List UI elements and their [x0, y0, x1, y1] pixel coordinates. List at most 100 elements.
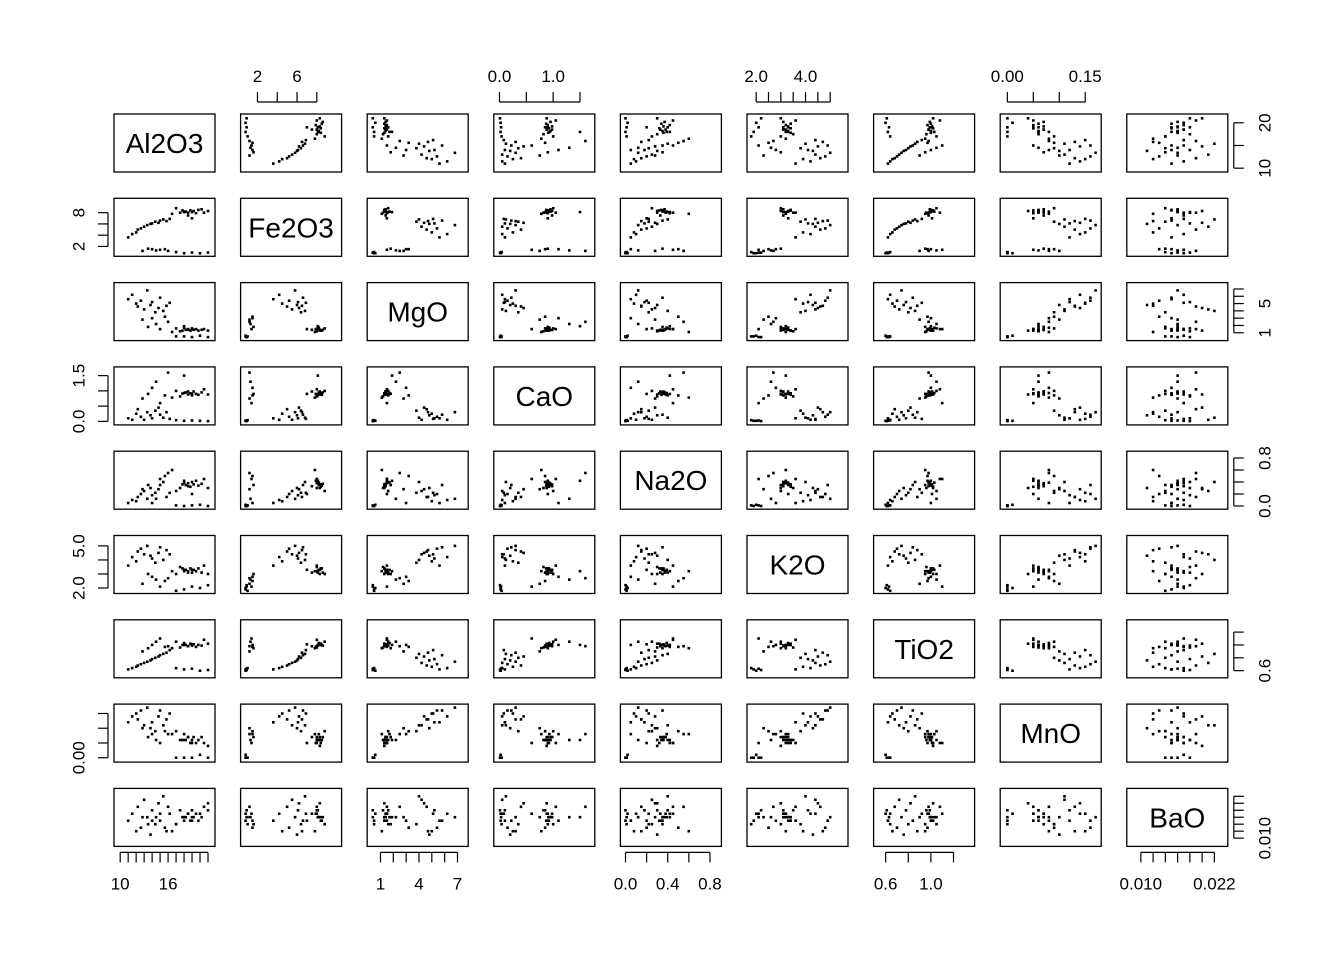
data-point-25 — [190, 480, 194, 484]
data-point-5 — [650, 308, 654, 311]
data-point-15 — [251, 386, 254, 390]
data-point-0 — [503, 819, 507, 822]
data-point-5 — [420, 153, 423, 156]
data-point-33 — [794, 119, 797, 122]
data-point-27 — [668, 812, 672, 815]
data-point-8 — [1068, 417, 1071, 420]
data-point-35 — [1200, 117, 1204, 120]
data-point-14 — [647, 712, 650, 715]
data-point-38 — [550, 644, 554, 648]
data-point-38 — [550, 128, 554, 131]
data-point-28 — [1037, 819, 1040, 822]
data-point-2 — [1083, 560, 1087, 563]
data-point-34 — [687, 569, 691, 573]
data-point-30 — [655, 738, 659, 742]
data-point-35 — [318, 744, 322, 748]
panel-MnO-vs-MnO: MnO — [999, 703, 1102, 763]
data-point-40 — [752, 419, 755, 423]
data-point-38 — [384, 128, 387, 131]
data-point-25 — [386, 394, 390, 397]
data-point-39 — [662, 567, 665, 570]
data-point-21 — [927, 471, 930, 475]
data-point-37 — [385, 741, 389, 745]
data-point-30 — [542, 738, 545, 742]
data-point-30 — [791, 486, 795, 490]
panel-frame — [872, 281, 976, 342]
data-point-24 — [931, 567, 935, 570]
data-point-42 — [884, 586, 887, 590]
data-point-0 — [886, 721, 890, 724]
data-point-14 — [1083, 301, 1087, 305]
data-point-20 — [251, 579, 254, 583]
data-point-30 — [1188, 565, 1192, 569]
data-point-20 — [767, 247, 770, 251]
data-point-41 — [757, 126, 760, 129]
data-point-21 — [398, 249, 401, 253]
data-point-17 — [546, 646, 550, 650]
data-point-6 — [1094, 815, 1097, 819]
data-point-28 — [789, 122, 792, 125]
data-point-21 — [772, 471, 775, 475]
data-point-17 — [1164, 247, 1167, 250]
data-point-16 — [154, 578, 158, 581]
data-point-11 — [911, 296, 915, 299]
data-point-12 — [1213, 652, 1216, 656]
data-point-19 — [530, 812, 533, 815]
data-point-19 — [1182, 401, 1185, 405]
data-point-9 — [1052, 491, 1056, 495]
data-point-14 — [1083, 417, 1087, 421]
data-point-1 — [634, 715, 638, 718]
data-point-37 — [930, 126, 934, 129]
data-point-10 — [1200, 306, 1204, 310]
data-point-6 — [636, 544, 640, 548]
data-point-1 — [888, 160, 892, 163]
data-point-35 — [931, 486, 935, 490]
data-point-5 — [500, 225, 504, 228]
data-point-28 — [197, 393, 200, 397]
data-point-27 — [926, 392, 929, 396]
data-point-25 — [543, 809, 547, 812]
data-point-21 — [772, 644, 775, 648]
data-point-11 — [911, 709, 915, 712]
data-point-12 — [1063, 652, 1066, 656]
data-point-0 — [503, 501, 507, 505]
panel-frame — [619, 450, 723, 510]
data-point-0 — [126, 819, 130, 822]
data-point-18 — [402, 815, 405, 819]
data-point-27 — [194, 741, 198, 745]
data-point-41 — [499, 815, 503, 819]
data-point-7 — [655, 726, 659, 730]
data-point-6 — [1094, 660, 1097, 663]
panel-TiO2-vs-MnO — [999, 619, 1102, 679]
data-point-4 — [824, 709, 827, 712]
data-point-39 — [662, 643, 665, 647]
data-point-11 — [158, 483, 162, 487]
data-point-3 — [136, 407, 140, 411]
data-point-30 — [655, 646, 659, 649]
data-point-32 — [174, 206, 178, 210]
data-point-3 — [1194, 305, 1198, 308]
data-point-34 — [1151, 212, 1155, 216]
data-point-7 — [508, 303, 512, 307]
data-point-27 — [1032, 123, 1035, 127]
data-point-0 — [629, 721, 633, 724]
data-point-21 — [584, 644, 587, 648]
data-point-32 — [935, 822, 938, 826]
data-point-4 — [1089, 662, 1092, 666]
data-point-35 — [1026, 209, 1030, 213]
data-point-41 — [190, 419, 194, 422]
data-point-16 — [394, 249, 398, 252]
data-point-35 — [1200, 209, 1204, 213]
data-point-2 — [280, 499, 284, 503]
data-point-11 — [1089, 144, 1092, 147]
data-point-4 — [645, 547, 648, 550]
data-point-7 — [1145, 554, 1149, 557]
data-point-21 — [248, 644, 251, 648]
data-point-34 — [540, 468, 543, 472]
data-point-42 — [244, 121, 247, 125]
data-point-37 — [1170, 217, 1173, 220]
data-point-13 — [426, 548, 430, 552]
data-point-42 — [244, 586, 247, 590]
data-point-44 — [624, 756, 627, 759]
data-point-1 — [634, 812, 638, 815]
